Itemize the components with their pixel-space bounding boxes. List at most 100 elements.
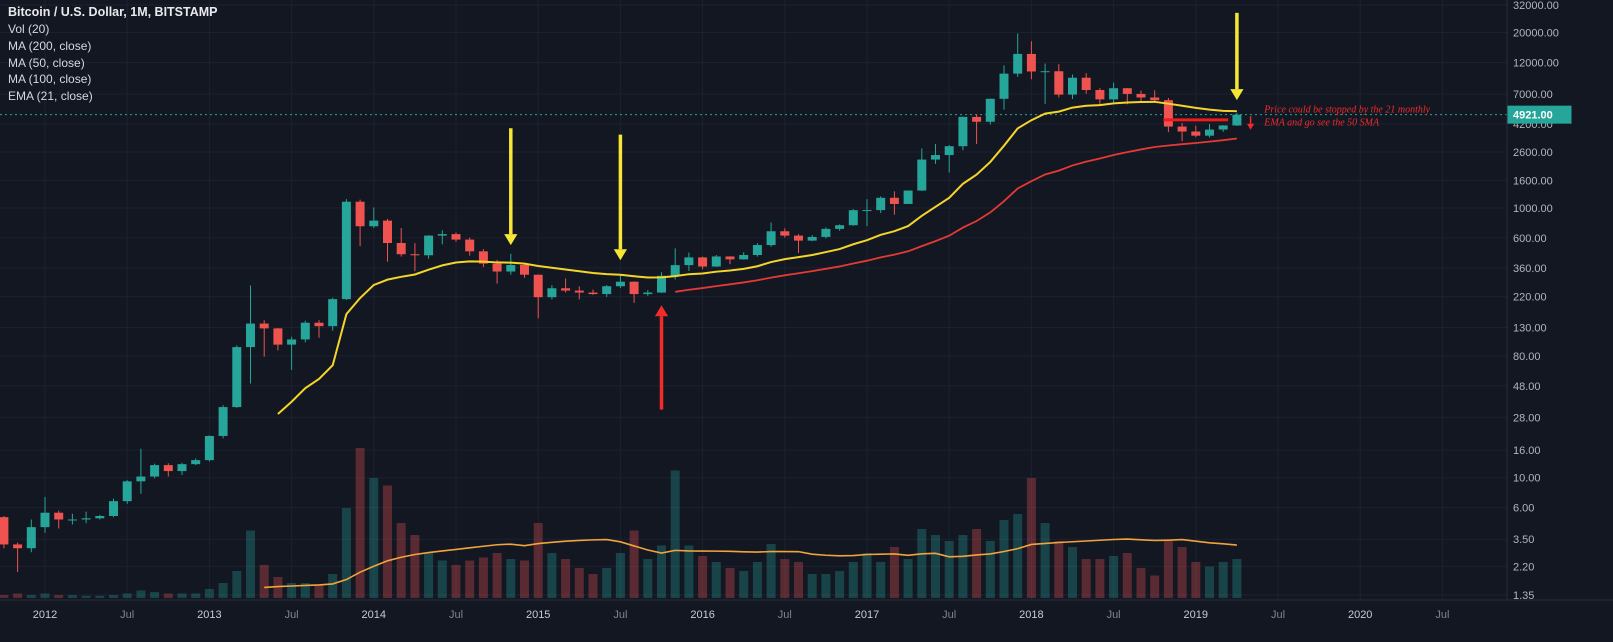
candle-body <box>1136 93 1146 98</box>
time-tick-label: 2020 <box>1348 609 1372 621</box>
volume-bar <box>1013 514 1023 598</box>
legend-panel: Bitcoin / U.S. Dollar, 1M, BITSTAMP Vol … <box>8 4 218 105</box>
volume-bar <box>670 470 680 598</box>
price-tick-label: 16.00 <box>1513 445 1541 457</box>
legend-item-ma50[interactable]: MA (50, close) <box>8 55 85 70</box>
volume-bar <box>629 530 639 598</box>
symbol-title[interactable]: Bitcoin / U.S. Dollar, 1M, BITSTAMP <box>8 5 218 19</box>
candle-body <box>136 476 146 482</box>
volume-bar <box>259 565 269 598</box>
time-tick-label: Jul <box>285 609 299 621</box>
volume-bar <box>95 595 105 598</box>
candle-body <box>81 518 91 520</box>
candle-body <box>602 286 612 295</box>
price-tick-label: 6.00 <box>1513 503 1534 515</box>
volume-bar <box>246 530 255 598</box>
time-tick-label: Jul <box>778 609 792 621</box>
price-tick-label: 10.00 <box>1513 473 1541 485</box>
price-tick-label: 1.35 <box>1513 590 1534 602</box>
candle-body <box>1163 100 1173 127</box>
candle-body <box>492 263 502 272</box>
candle-body <box>835 225 845 229</box>
legend-item-ma200[interactable]: MA (200, close) <box>8 38 92 53</box>
legend-item-ma100[interactable]: MA (100, close) <box>8 72 92 87</box>
candle-body <box>355 201 365 227</box>
volume-bar <box>341 508 351 598</box>
price-tick-label: 7000.00 <box>1513 89 1553 101</box>
candle-body <box>204 435 214 461</box>
volume-bar <box>574 568 584 598</box>
yellow-down-arrow-2019-head <box>1230 89 1244 101</box>
yellow-down-arrow-2015-head <box>613 249 627 261</box>
candle-body <box>684 257 694 266</box>
annotation-note[interactable]: Price could be stopped by the 21 monthly… <box>1263 105 1430 129</box>
volume-bar <box>602 568 612 598</box>
price-tick-label: 220.00 <box>1513 292 1547 304</box>
volume-bar <box>766 544 776 598</box>
candle-body <box>1054 71 1064 95</box>
price-tick-label: 1600.00 <box>1513 175 1553 187</box>
current-price-badge <box>1507 105 1572 124</box>
price-tick-label: 48.00 <box>1513 381 1541 393</box>
candle-body <box>26 527 36 549</box>
volume-bar <box>821 574 831 598</box>
volume-bar <box>1095 559 1105 598</box>
time-tick-label: Jul <box>1435 609 1449 621</box>
volume-bar <box>931 535 940 598</box>
time-axis[interactable] <box>0 601 1613 642</box>
candle-body <box>177 464 187 472</box>
volume-bar <box>917 529 927 598</box>
volume-bar <box>752 562 762 598</box>
candle-body <box>670 265 680 276</box>
candle-body <box>903 190 913 204</box>
candle-body <box>506 264 516 272</box>
volume-bar <box>54 595 64 598</box>
volume-bar <box>903 559 913 598</box>
volume-bar <box>204 589 214 598</box>
candle-body <box>410 254 420 256</box>
candle-body <box>54 512 64 520</box>
volume-bar <box>191 593 201 598</box>
candle-body <box>561 288 571 291</box>
candle-body <box>300 322 310 340</box>
volume-bar <box>1218 562 1228 598</box>
candle-body <box>615 281 625 287</box>
volume-bar <box>1081 559 1091 598</box>
volume-bar <box>958 535 968 598</box>
volume-bar <box>615 553 625 598</box>
volume-bar <box>314 584 324 598</box>
time-tick-label: 2017 <box>855 609 879 621</box>
volume-bar <box>396 523 406 598</box>
candle-body <box>862 210 872 212</box>
candle-body <box>273 328 283 345</box>
volume-bar <box>1136 568 1146 598</box>
candle-body <box>588 292 598 295</box>
candle-body <box>0 517 9 545</box>
volume-bar <box>739 571 749 598</box>
candle-body <box>752 245 762 256</box>
volume-bar <box>218 583 228 598</box>
volume-bar <box>0 595 9 598</box>
legend-item-volume[interactable]: Vol (20) <box>8 22 50 36</box>
candle-body <box>848 210 858 226</box>
volume-bar <box>794 562 803 598</box>
volume-bar <box>26 595 36 598</box>
volume-bar <box>1232 559 1242 598</box>
volume-bar <box>1109 556 1119 598</box>
volume-bar <box>985 541 995 598</box>
candle-body <box>643 292 653 295</box>
time-tick-label: 2014 <box>362 609 386 621</box>
volume-bar <box>273 577 283 598</box>
candle-body <box>889 197 899 204</box>
price-tick-label: 1000.00 <box>1513 203 1553 215</box>
legend-item-ema21[interactable]: EMA (21, close) <box>8 89 93 104</box>
candle-body <box>67 519 77 521</box>
volume-bar <box>300 583 310 598</box>
price-tick-label: 12000.00 <box>1513 57 1559 69</box>
volume-bar <box>780 559 790 598</box>
volume-bar <box>13 593 23 598</box>
volume-bar <box>711 562 721 598</box>
candle-body <box>766 231 776 246</box>
volume-bar <box>876 562 886 598</box>
